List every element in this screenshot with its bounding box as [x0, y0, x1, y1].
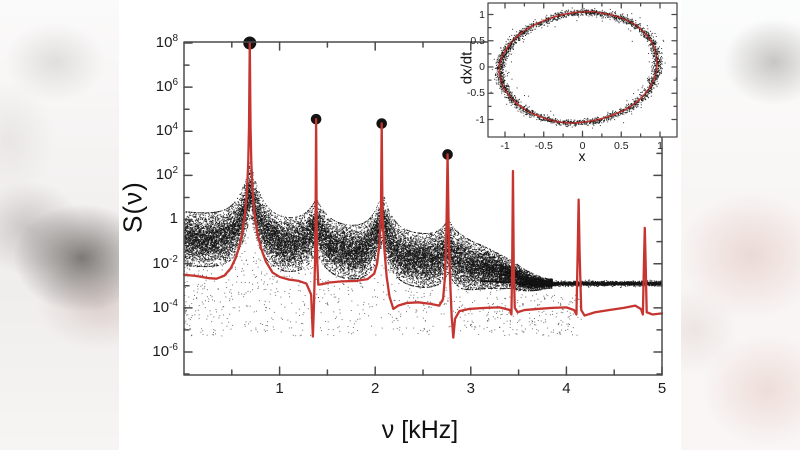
- inset-y-tick-label: -1: [475, 113, 485, 126]
- y-tick-label: 106: [155, 77, 178, 96]
- inset-y-tick-label: 0: [479, 61, 485, 73]
- inset-x-tick-label: 0.5: [613, 140, 629, 152]
- inset-y-tick-label: -0.5: [466, 87, 485, 100]
- inset-x-tick-label: 0: [579, 140, 586, 152]
- y-tick-label: 10-4: [152, 297, 178, 316]
- x-tick-label: 5: [657, 380, 667, 397]
- y-tick-label: 1: [169, 209, 178, 227]
- main-x-axis-label: ν [kHz]: [381, 416, 459, 444]
- inset-x-tick-label: 1: [657, 140, 663, 152]
- y-tick-label: 10-2: [152, 253, 178, 272]
- inset-x-tick-label: -0.5: [534, 140, 553, 152]
- x-tick-label: 1: [275, 380, 284, 397]
- y-tick-label: 10-6: [152, 341, 178, 360]
- inset-x-tick-label: -1: [500, 140, 510, 152]
- inset-y-axis-label: dx/dt: [458, 51, 476, 85]
- y-tick-label: 108: [155, 33, 178, 51]
- x-tick-label: 2: [371, 380, 380, 397]
- inset-y-tick-label: 0.5: [470, 34, 485, 47]
- inset-x-axis-label: x: [578, 148, 586, 164]
- inset-y-tick-label: 1: [479, 8, 485, 21]
- y-tick-label: 104: [155, 121, 178, 140]
- main-y-axis-label: S(ν): [117, 181, 148, 233]
- x-tick-label: 3: [466, 380, 475, 397]
- y-tick-label: 102: [155, 165, 178, 184]
- x-tick-label: 4: [562, 380, 571, 397]
